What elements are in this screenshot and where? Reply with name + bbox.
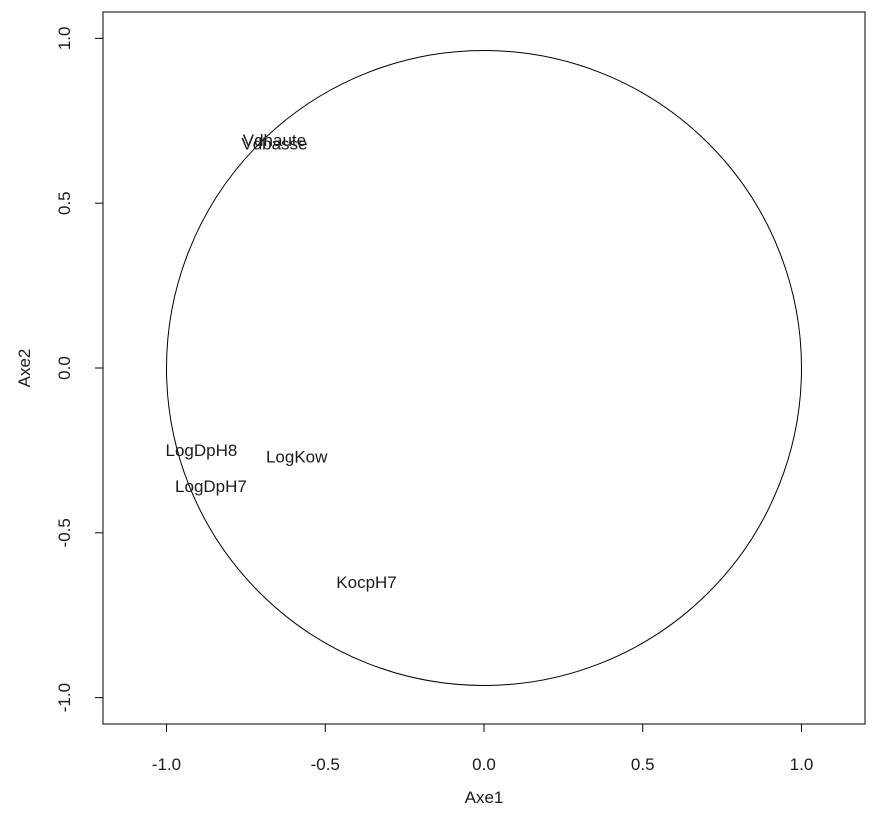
x-axis-title: Axe1 (465, 788, 504, 807)
point-label-vdbasse: Vdbasse (241, 134, 307, 153)
y-tick-label: 0.0 (55, 356, 74, 380)
y-axis: -1.0 -0.5 0.0 0.5 1.0 (55, 27, 104, 712)
plot-frame (102, 11, 866, 725)
x-tick-label: 0.0 (472, 755, 496, 774)
x-axis: -1.0 -0.5 0.0 0.5 1.0 (152, 723, 814, 774)
y-axis-title: Axe2 (15, 349, 34, 388)
point-label-logdph7: LogDpH7 (175, 477, 247, 496)
y-tick-label: 1.0 (55, 27, 74, 51)
point-label-logdph8: LogDpH8 (166, 441, 238, 460)
y-tick-label: 0.5 (55, 191, 74, 215)
x-tick-label: -1.0 (152, 755, 181, 774)
x-tick-label: 0.5 (631, 755, 655, 774)
y-tick-label: -1.0 (55, 683, 74, 712)
x-tick-label: 1.0 (790, 755, 814, 774)
y-tick-label: -0.5 (55, 518, 74, 547)
x-tick-label: -0.5 (311, 755, 340, 774)
point-label-kocph7: KocpH7 (336, 573, 396, 592)
correlation-circle (166, 50, 802, 686)
point-label-logkow: LogKow (266, 448, 328, 467)
point-label-vdhaute: Vdhaute (243, 131, 306, 150)
